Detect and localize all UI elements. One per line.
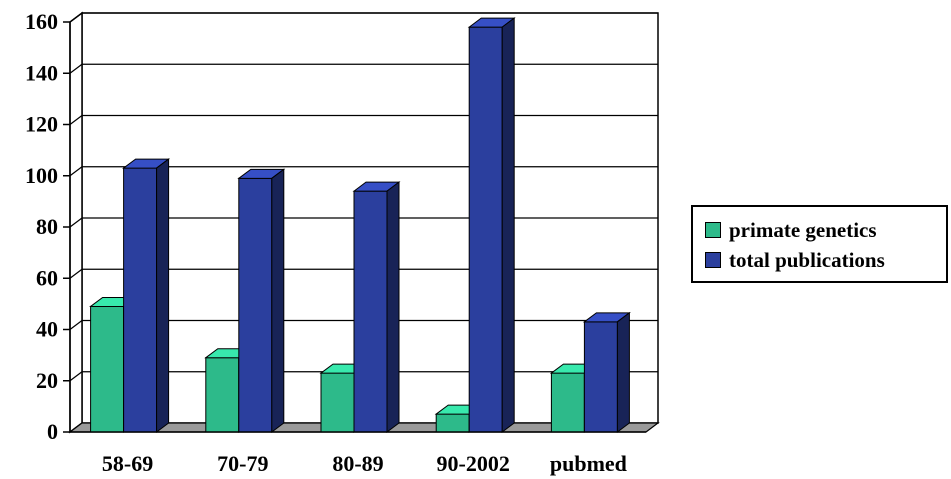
y-tick-label: 20	[36, 368, 58, 393]
x-tick-label: 70-79	[217, 451, 268, 476]
bar-front	[123, 167, 158, 433]
y-tick-label: 0	[47, 419, 58, 444]
bar-side	[501, 17, 515, 433]
bar-front	[238, 177, 273, 433]
x-axis-labels: 58-69 70-79 80-89 90-2002 pubmed	[70, 431, 646, 476]
legend-swatch-total-publications	[705, 252, 721, 268]
x-tick-label: pubmed	[550, 451, 627, 476]
gridline	[69, 217, 658, 228]
bar-front	[353, 190, 388, 433]
gridline	[69, 268, 658, 279]
bar-front	[583, 321, 618, 433]
bar-front	[90, 305, 125, 433]
bar-front	[435, 413, 470, 433]
bar-front	[205, 357, 240, 433]
y-axis-ticks: 0 20 40 60 80 100 120 140 160	[25, 9, 71, 444]
legend-item-primate-genetics: primate genetics	[705, 217, 877, 243]
gridline	[69, 166, 658, 177]
y-tick-label: 160	[25, 9, 58, 34]
legend: primate genetics total publications	[691, 205, 948, 283]
bar-side	[271, 168, 285, 433]
x-tick-label: 90-2002	[437, 451, 510, 476]
y-tick-label: 120	[25, 112, 58, 137]
bar-front	[320, 372, 355, 433]
bar-total-publications-pubmed	[582, 311, 631, 433]
bar-total-publications-90-2002	[467, 17, 516, 433]
gridline	[69, 371, 658, 382]
gridlines	[69, 12, 658, 382]
y-tick-label: 140	[25, 60, 58, 85]
bar-front	[550, 372, 585, 433]
y-tick-label: 40	[36, 317, 58, 342]
x-tick-label: 80-89	[332, 451, 383, 476]
bar-total-publications-58-69	[122, 158, 171, 433]
legend-swatch-primate-genetics	[705, 222, 721, 238]
y-tick-label: 80	[36, 214, 58, 239]
legend-label-total-publications: total publications	[729, 247, 885, 272]
gridline	[69, 319, 658, 330]
bar-total-publications-80-89	[352, 181, 401, 433]
y-tick-label: 100	[25, 163, 58, 188]
bar-side	[156, 158, 170, 433]
bars	[89, 17, 631, 433]
x-tick-label: 58-69	[102, 451, 153, 476]
gridline	[69, 12, 658, 23]
legend-item-total-publications: total publications	[705, 247, 885, 273]
bar-side	[386, 181, 400, 433]
gridline	[69, 63, 658, 74]
gridline	[69, 114, 658, 125]
bar-total-publications-70-79	[237, 168, 286, 433]
bar-side	[616, 311, 630, 433]
legend-label-primate-genetics: primate genetics	[729, 217, 877, 242]
y-tick-label: 60	[36, 265, 58, 290]
bar-front	[468, 26, 503, 433]
